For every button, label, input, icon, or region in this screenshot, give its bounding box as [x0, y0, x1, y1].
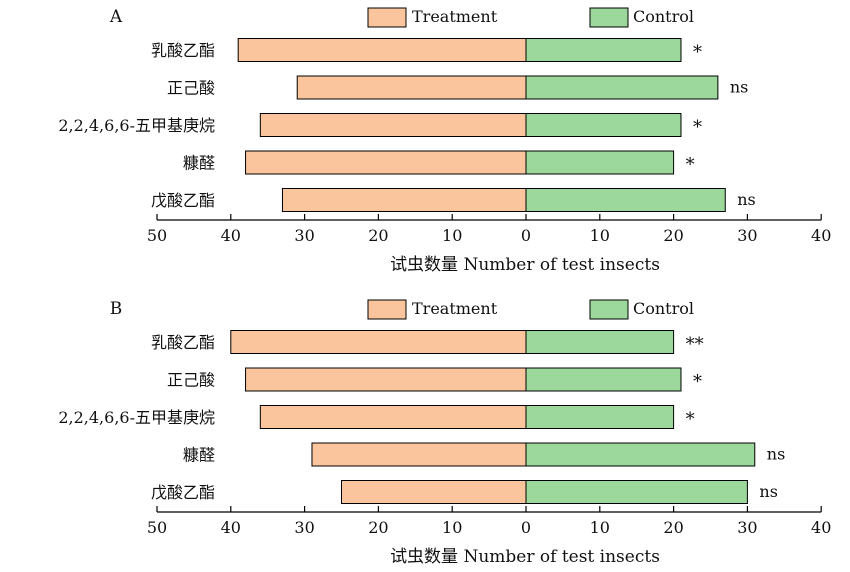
- x-tick-label: 20: [368, 518, 388, 537]
- bar-treatment: [341, 480, 527, 504]
- significance-label: *: [693, 372, 702, 393]
- bar-control: [525, 150, 675, 175]
- legend-label-treatment: Treatment: [412, 299, 498, 318]
- legend-swatch-control: [589, 299, 629, 320]
- x-tick-label: 20: [663, 518, 683, 537]
- x-tick-label: 40: [811, 518, 831, 537]
- bar-control: [525, 442, 756, 467]
- legend-label-treatment: Treatment: [412, 7, 498, 26]
- significance-label: ns: [737, 190, 756, 209]
- bar-control: [525, 38, 682, 62]
- x-tick-label: 10: [590, 518, 610, 537]
- x-tick-label: 20: [368, 226, 388, 245]
- category-label: 戊酸乙酯: [151, 191, 215, 210]
- bar-treatment: [245, 367, 527, 392]
- x-tick-label: 20: [663, 226, 683, 245]
- legend-swatch-control: [589, 7, 629, 28]
- bar-treatment: [245, 150, 527, 175]
- category-label: 乳酸乙酯: [151, 41, 215, 60]
- significance-label: *: [686, 155, 695, 176]
- legend: Treatment Control: [367, 7, 694, 28]
- x-tick-label: 10: [442, 518, 462, 537]
- x-tick-label: 30: [737, 518, 757, 537]
- significance-label: ns: [730, 78, 749, 97]
- significance-label: *: [693, 117, 702, 138]
- chart-panel-a: A Treatment Control 乳酸乙酯 * 正己酸 ns 2,2,4,6,6-五甲基…: [58, 7, 831, 275]
- x-tick-label: 50: [147, 518, 167, 537]
- category-label: 乳酸乙酯: [151, 333, 215, 352]
- bar-control: [525, 330, 675, 354]
- x-tick-label: 50: [147, 226, 167, 245]
- x-tick-label: 10: [590, 226, 610, 245]
- significance-label: *: [693, 42, 702, 63]
- category-label: 正己酸: [167, 371, 215, 390]
- x-tick-label: 10: [442, 226, 462, 245]
- bar-control: [525, 75, 719, 100]
- bar-treatment: [259, 405, 527, 429]
- significance-label: ns: [767, 445, 786, 464]
- significance-label: *: [686, 409, 695, 430]
- x-tick-label: 30: [294, 226, 314, 245]
- significance-label: ns: [759, 482, 778, 501]
- x-tick-label: 40: [811, 226, 831, 245]
- category-label: 戊酸乙酯: [151, 483, 215, 502]
- category-label: 2,2,4,6,6-五甲基庚烷: [58, 408, 215, 427]
- legend-label-control: Control: [633, 7, 694, 26]
- bar-control: [525, 113, 682, 137]
- x-axis-title: 试虫数量 Number of test insects: [390, 255, 660, 275]
- legend: Treatment Control: [367, 299, 694, 320]
- legend-swatch-treatment: [367, 299, 407, 320]
- x-tick-label: 0: [521, 518, 531, 537]
- category-label: 正己酸: [167, 79, 215, 98]
- x-tick-label: 40: [221, 518, 241, 537]
- bar-treatment: [311, 442, 527, 467]
- x-tick-label: 0: [521, 226, 531, 245]
- panel-label: A: [109, 7, 123, 27]
- category-label: 糠醛: [183, 446, 215, 465]
- significance-label: **: [686, 334, 704, 355]
- bar-treatment: [296, 75, 527, 100]
- x-tick-label: 30: [737, 226, 757, 245]
- bar-control: [525, 188, 726, 212]
- x-tick-label: 40: [221, 226, 241, 245]
- category-label: 2,2,4,6,6-五甲基庚烷: [58, 116, 215, 135]
- bar-control: [525, 480, 748, 504]
- legend-swatch-treatment: [367, 7, 407, 28]
- bar-control: [525, 405, 675, 429]
- bar-treatment: [230, 330, 527, 354]
- legend-label-control: Control: [633, 299, 694, 318]
- bar-treatment: [237, 38, 527, 62]
- chart-panel-b: B Treatment Control 乳酸乙酯 ** 正己酸 * 2,2,4,6,6-五甲基…: [58, 299, 831, 567]
- bar-treatment: [281, 188, 527, 212]
- x-axis-title: 试虫数量 Number of test insects: [390, 547, 660, 567]
- bar-treatment: [259, 113, 527, 137]
- bar-control: [525, 367, 682, 392]
- panel-label: B: [110, 299, 123, 319]
- x-tick-label: 30: [294, 518, 314, 537]
- category-label: 糠醛: [183, 154, 215, 173]
